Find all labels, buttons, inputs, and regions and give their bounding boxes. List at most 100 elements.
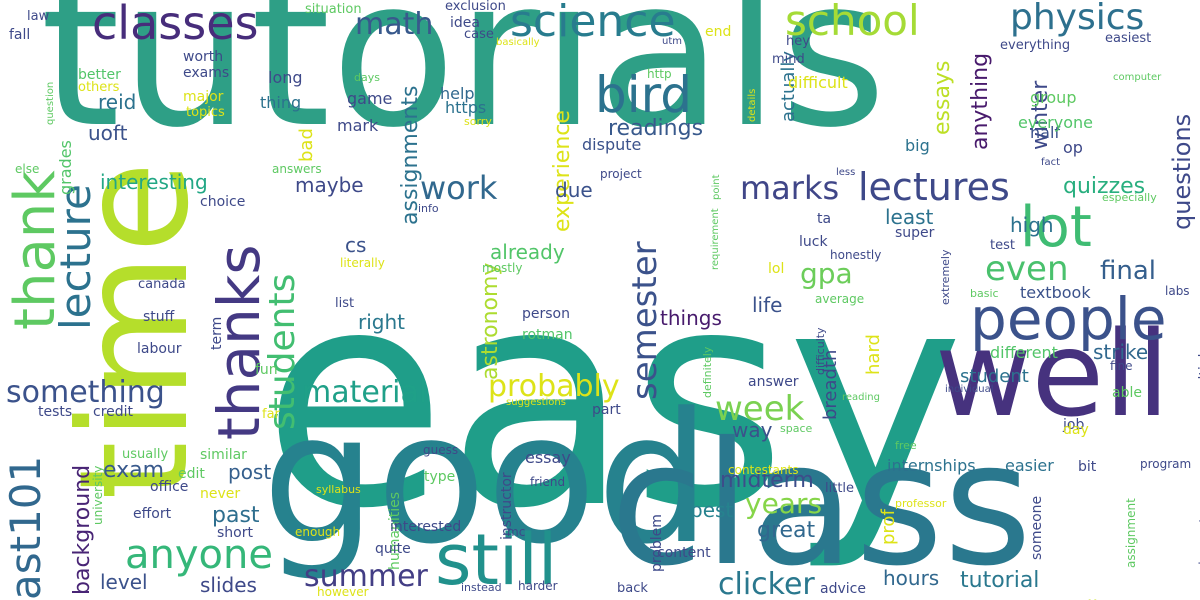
word-already: already [490,240,565,264]
word-dispute: dispute [582,135,642,154]
word-luck: luck [799,234,828,250]
word-bit: bit [1078,459,1097,475]
word-life: life [752,293,783,317]
word-bad: bad [296,128,317,162]
word-however: however [317,585,369,599]
word-project: project [600,167,642,181]
word-cs: cs [345,233,367,257]
word-far: far [262,407,280,422]
word-usually: usually [122,447,169,462]
word-midterm: midterm [720,468,814,493]
word-list: list [335,296,355,311]
word-difficulty: difficulty [814,327,827,375]
word-reading: reading [842,392,880,403]
word-ast101: ast101 [1,455,50,600]
word-assignment: assignment [1124,498,1138,568]
word-advice: advice [820,581,866,597]
word-others: others [78,80,120,95]
word-strike: strike [1093,340,1149,364]
word-able: able [1112,385,1142,401]
word-fun: fun [255,362,278,378]
word-effort: effort [133,506,172,522]
word-grades: grades [56,140,75,195]
word-interested: interested [390,519,462,535]
word-essay: essay [525,448,571,467]
word-labour: labour [137,341,182,357]
word-answers: answers [272,162,322,176]
word-still: still [435,519,558,600]
word-back: back [617,581,648,596]
word-even: even [985,249,1069,289]
word-basic: basic [970,287,999,300]
word-days: days [354,71,380,84]
word-exams: exams [183,65,230,81]
word-choice: choice [200,194,246,210]
word-difficult: difficult [788,73,848,92]
word-part: part [592,402,621,418]
word-tutorial: tutorial [960,568,1040,593]
word-syllabus: syllabus [316,483,361,496]
word-easier: easier [1005,456,1054,475]
word-material: material [302,375,428,410]
word-tests: tests [38,404,73,420]
word-everything: everything [1000,38,1071,53]
word-details: details [747,88,758,122]
word-little: little [825,481,855,496]
word-fall: fall [9,27,31,43]
word-job: job [1063,417,1085,433]
word-mind: mind [772,52,805,67]
word-end: end [705,24,732,40]
word-credit: credit [93,404,134,420]
word-easiest: easiest [1105,31,1152,46]
word-textbook: textbook [1020,283,1091,302]
word-right: right [358,310,405,334]
word-summer: summer [304,559,428,594]
word-slides: slides [200,573,257,597]
word-professor: professor [895,497,947,510]
word-instead: instead [461,581,502,594]
word-reid: reid [98,90,137,114]
word-science: science [510,0,676,47]
word-http: http [647,67,672,81]
word-similar: similar [200,447,247,463]
word-everyone: everyone [1018,113,1093,132]
word-hours: hours [883,566,940,590]
word-interesting: interesting [100,170,208,194]
word-physics: physics [1010,0,1145,38]
word-easy: easy [262,225,965,574]
word-marks: marks [740,169,840,207]
word-well: well [935,305,1170,443]
word-online: online [1062,598,1123,600]
word-stuff: stuff [143,309,175,325]
word-mostly: mostly [482,261,523,275]
word-great: great [757,518,816,543]
word-computer: computer [1113,72,1162,83]
word-due: due [555,178,593,202]
word-fact: fact [1041,157,1061,168]
word-https: https [445,98,487,117]
word-work: work [420,169,498,207]
word-bird: bird [595,66,693,124]
word-semester: semester [625,241,665,400]
word-day: day [1063,422,1089,438]
word-hard: hard [863,334,884,375]
word-student: student [960,366,1029,387]
word-point: point [711,174,722,200]
word-school: school [785,0,920,45]
word-friend: friend [530,475,566,489]
word-good: good [262,375,711,584]
word-lol: lol [768,261,785,277]
word-free: free [895,439,917,452]
word-question: question [45,81,56,125]
word-past: past [212,503,260,528]
word-years: years [745,487,823,520]
word-office: office [150,479,189,495]
word-math: math [355,7,434,42]
word-lot: lot [1020,195,1092,260]
word-group: group [1030,88,1077,107]
word-thing: thing [260,93,302,112]
word-high: high [1010,213,1054,237]
word-lecture: lecture [51,184,100,330]
word-requirement: requirement [710,208,721,270]
